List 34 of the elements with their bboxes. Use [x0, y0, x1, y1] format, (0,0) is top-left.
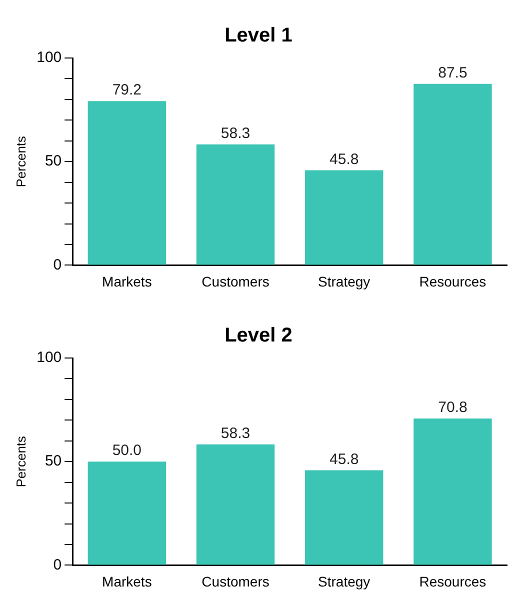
- y-tick-label: 100: [36, 349, 62, 366]
- data-label: 70.8: [438, 399, 468, 416]
- y-tick-label: 0: [53, 556, 62, 574]
- bar: [305, 170, 384, 265]
- data-label: 45.8: [330, 150, 359, 168]
- x-tick-label: Resources: [419, 273, 486, 290]
- x-tick-label: Markets: [102, 573, 152, 590]
- data-label: 79.2: [112, 82, 142, 99]
- data-label: 87.5: [438, 64, 468, 82]
- bar: [305, 470, 384, 565]
- data-label: 58.3: [220, 125, 250, 142]
- bar: [414, 84, 492, 265]
- x-tick-label: Resources: [419, 573, 486, 590]
- x-tick-label: Markets: [102, 273, 152, 290]
- bar: [88, 101, 166, 265]
- data-label: 50.0: [112, 442, 142, 460]
- bar: [196, 444, 275, 565]
- y-tick-label: 50: [44, 152, 62, 170]
- x-tick-label: Customers: [202, 573, 270, 590]
- x-tick-label: Strategy: [318, 573, 370, 590]
- y-tick-label: 0: [53, 256, 62, 274]
- chart-title: Level 2: [224, 324, 292, 347]
- bar: [88, 462, 166, 565]
- y-axis-title: Percents: [13, 135, 28, 188]
- y-tick-label: 100: [36, 49, 62, 66]
- bar: [196, 144, 275, 265]
- data-label: 58.3: [220, 425, 250, 442]
- x-tick-label: Strategy: [318, 273, 370, 290]
- bar: [414, 418, 492, 565]
- x-tick-label: Customers: [202, 273, 270, 290]
- chart-title: Level 1: [224, 24, 292, 47]
- data-label: 45.8: [330, 450, 359, 468]
- y-axis-title: Percents: [13, 435, 28, 488]
- y-tick-label: 50: [44, 452, 62, 470]
